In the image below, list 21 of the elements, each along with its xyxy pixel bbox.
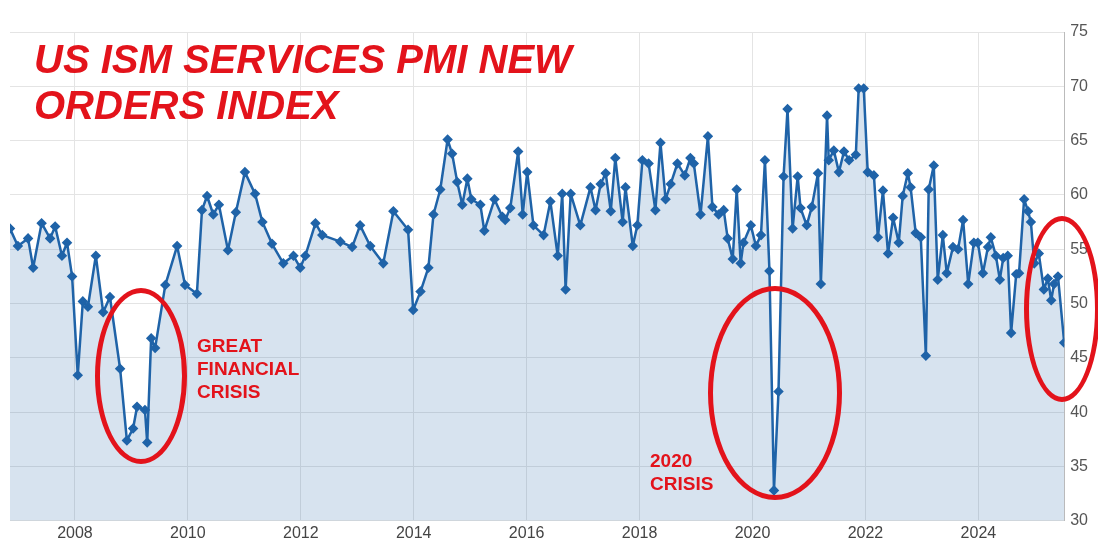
x-tick-label: 2012 bbox=[283, 523, 319, 541]
annotation: GREAT FINANCIAL CRISIS bbox=[197, 334, 300, 402]
y-tick-label: 35 bbox=[1070, 456, 1089, 474]
x-tick-label: 2010 bbox=[170, 523, 206, 541]
x-tick-label: 2008 bbox=[57, 523, 93, 541]
y-tick-label: 30 bbox=[1070, 511, 1089, 529]
x-tick-label: 2024 bbox=[960, 523, 997, 541]
x-tick-label: 2014 bbox=[395, 523, 432, 541]
x-tick-label: 2018 bbox=[621, 523, 658, 541]
y-tick-label: 50 bbox=[1070, 293, 1089, 311]
x-tick-label: 2020 bbox=[734, 523, 771, 541]
y-tick-label: 45 bbox=[1070, 348, 1089, 366]
text: US ISM SERVICES PMI NEW ORDERS INDEX bbox=[34, 36, 576, 128]
y-tick-label: 40 bbox=[1070, 402, 1089, 420]
x-tick-label: 2016 bbox=[508, 523, 545, 541]
annotation: 2020 CRISIS bbox=[650, 449, 714, 494]
x-tick-label: 2022 bbox=[847, 523, 884, 541]
y-tick-label: 70 bbox=[1070, 76, 1089, 94]
y-tick-label: 65 bbox=[1070, 131, 1089, 149]
y-tick-label: 60 bbox=[1070, 185, 1089, 203]
y-tick-label: 75 bbox=[1070, 22, 1089, 40]
